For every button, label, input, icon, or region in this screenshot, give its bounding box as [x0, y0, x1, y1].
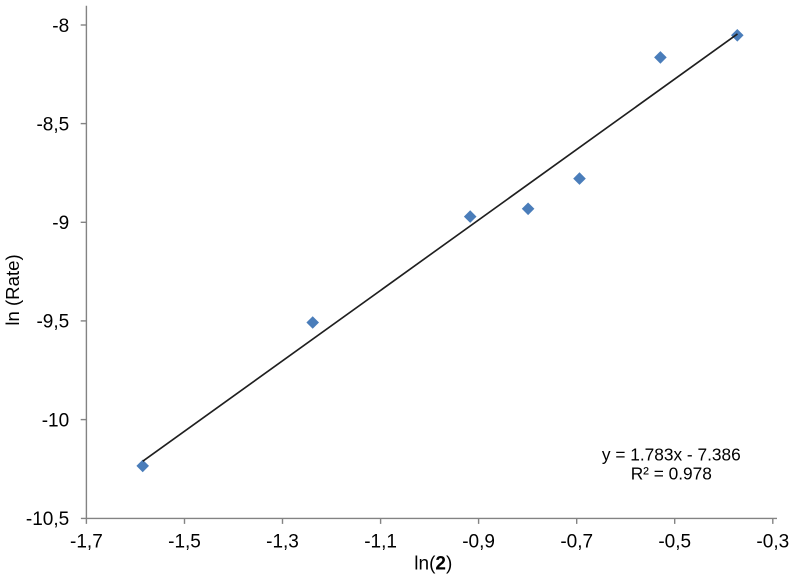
- svg-text:-9,5: -9,5: [36, 312, 69, 333]
- svg-text:y = 1.783x - 7.386: y = 1.783x - 7.386: [602, 445, 741, 465]
- svg-text:-8,5: -8,5: [36, 114, 69, 135]
- svg-text:ln(2): ln(2): [414, 554, 452, 575]
- svg-text:ln (Rate): ln (Rate): [2, 254, 23, 325]
- svg-text:-1,7: -1,7: [70, 532, 103, 553]
- svg-text:-1,5: -1,5: [168, 532, 201, 553]
- svg-text:-1,1: -1,1: [364, 532, 397, 553]
- svg-text:-0,3: -0,3: [756, 532, 789, 553]
- svg-text:-0,9: -0,9: [462, 532, 495, 553]
- svg-text:-0,5: -0,5: [658, 532, 691, 553]
- svg-text:-10: -10: [42, 410, 69, 431]
- svg-text:-1,3: -1,3: [266, 532, 299, 553]
- svg-text:-8: -8: [52, 16, 69, 37]
- svg-text:-0,7: -0,7: [560, 532, 593, 553]
- svg-text:-10,5: -10,5: [26, 509, 69, 530]
- svg-text:R² = 0.978: R² = 0.978: [631, 464, 712, 484]
- svg-text:-9: -9: [52, 213, 69, 234]
